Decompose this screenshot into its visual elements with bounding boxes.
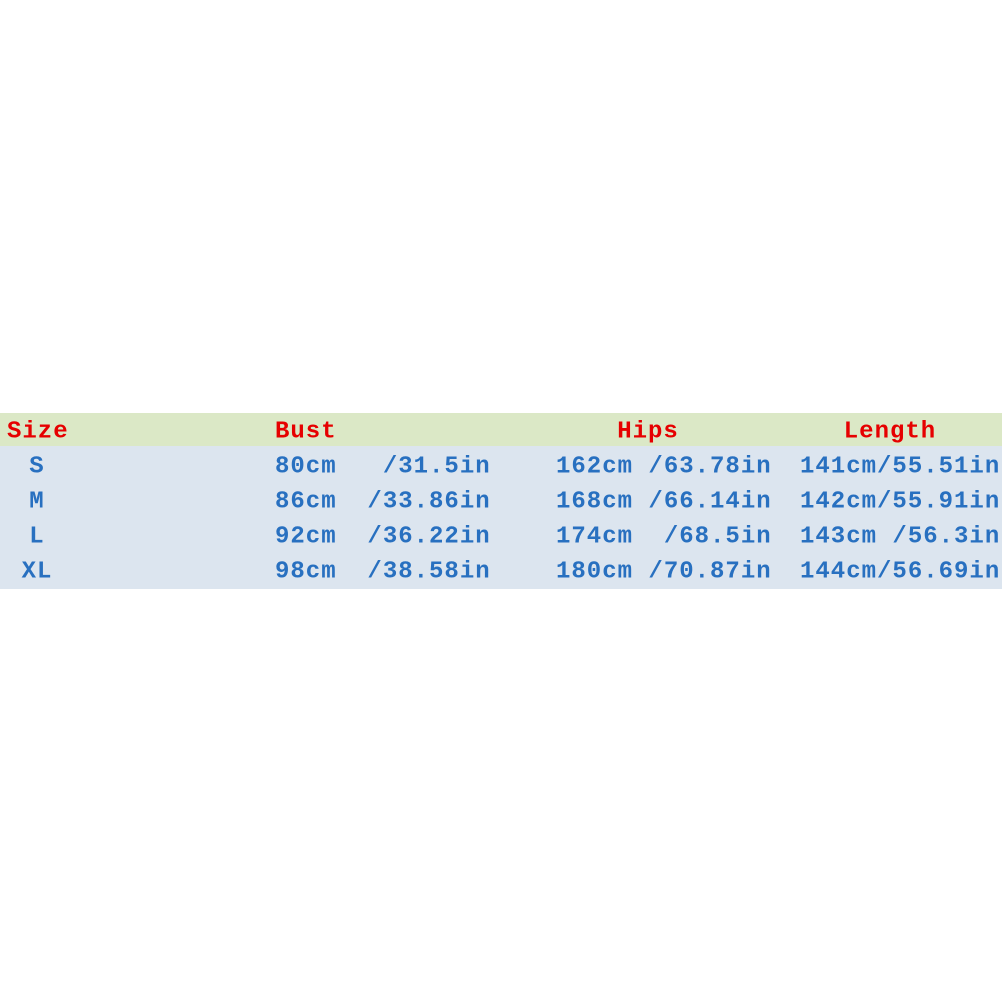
table-cell: XL bbox=[22, 558, 53, 585]
header-cell: Length bbox=[844, 418, 936, 445]
table-cell: 162cm /63.78in bbox=[556, 453, 772, 480]
table-cell: 142cm/55.91in bbox=[800, 488, 1000, 515]
table-cell: S bbox=[29, 453, 44, 480]
table-cell: L bbox=[29, 523, 44, 550]
table-cell: 80cm /31.5in bbox=[275, 453, 491, 480]
header-cell: Hips bbox=[617, 418, 679, 445]
header-row bbox=[0, 413, 1002, 446]
table-cell: 180cm /70.87in bbox=[556, 558, 772, 585]
table-cell: 98cm /38.58in bbox=[275, 558, 491, 585]
header-cell: Size bbox=[7, 418, 69, 445]
header-cell: Bust bbox=[275, 418, 337, 445]
body-rows bbox=[0, 446, 1002, 589]
table-cell: 86cm /33.86in bbox=[275, 488, 491, 515]
table-cell: 143cm /56.3in bbox=[800, 523, 1000, 550]
table-cell: 92cm /36.22in bbox=[275, 523, 491, 550]
table-cell: 168cm /66.14in bbox=[556, 488, 772, 515]
table-cell: 174cm /68.5in bbox=[556, 523, 772, 550]
table-cell: 144cm/56.69in bbox=[800, 558, 1000, 585]
table-cell: 141cm/55.51in bbox=[800, 453, 1000, 480]
table-cell: M bbox=[29, 488, 44, 515]
